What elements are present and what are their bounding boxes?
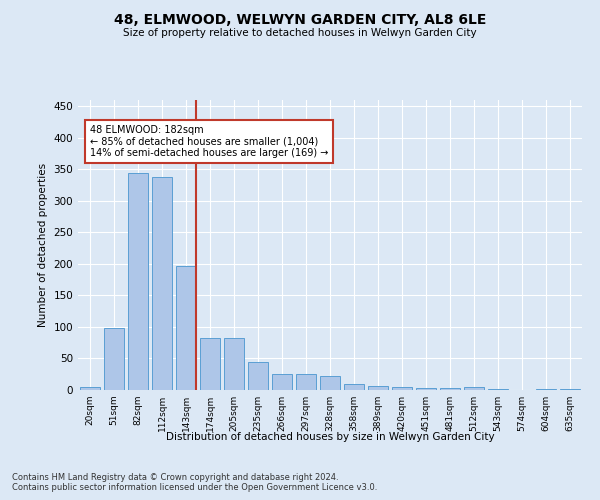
- Bar: [296, 374, 316, 390]
- Bar: [272, 374, 292, 390]
- Text: Contains HM Land Registry data © Crown copyright and database right 2024.: Contains HM Land Registry data © Crown c…: [12, 472, 338, 482]
- Bar: [200, 338, 220, 390]
- Bar: [80, 387, 100, 390]
- Text: Size of property relative to detached houses in Welwyn Garden City: Size of property relative to detached ho…: [123, 28, 477, 38]
- Bar: [176, 266, 196, 390]
- Text: Contains public sector information licensed under the Open Government Licence v3: Contains public sector information licen…: [12, 484, 377, 492]
- Y-axis label: Number of detached properties: Number of detached properties: [38, 163, 48, 327]
- Text: 48 ELMWOOD: 182sqm
← 85% of detached houses are smaller (1,004)
14% of semi-deta: 48 ELMWOOD: 182sqm ← 85% of detached hou…: [90, 125, 329, 158]
- Bar: [368, 386, 388, 390]
- Bar: [440, 388, 460, 390]
- Bar: [248, 362, 268, 390]
- Bar: [560, 388, 580, 390]
- Bar: [392, 387, 412, 390]
- Bar: [416, 388, 436, 390]
- Bar: [344, 384, 364, 390]
- Bar: [224, 338, 244, 390]
- Bar: [128, 173, 148, 390]
- Bar: [320, 376, 340, 390]
- Bar: [464, 387, 484, 390]
- Text: Distribution of detached houses by size in Welwyn Garden City: Distribution of detached houses by size …: [166, 432, 494, 442]
- Text: 48, ELMWOOD, WELWYN GARDEN CITY, AL8 6LE: 48, ELMWOOD, WELWYN GARDEN CITY, AL8 6LE: [114, 12, 486, 26]
- Bar: [152, 177, 172, 390]
- Bar: [104, 328, 124, 390]
